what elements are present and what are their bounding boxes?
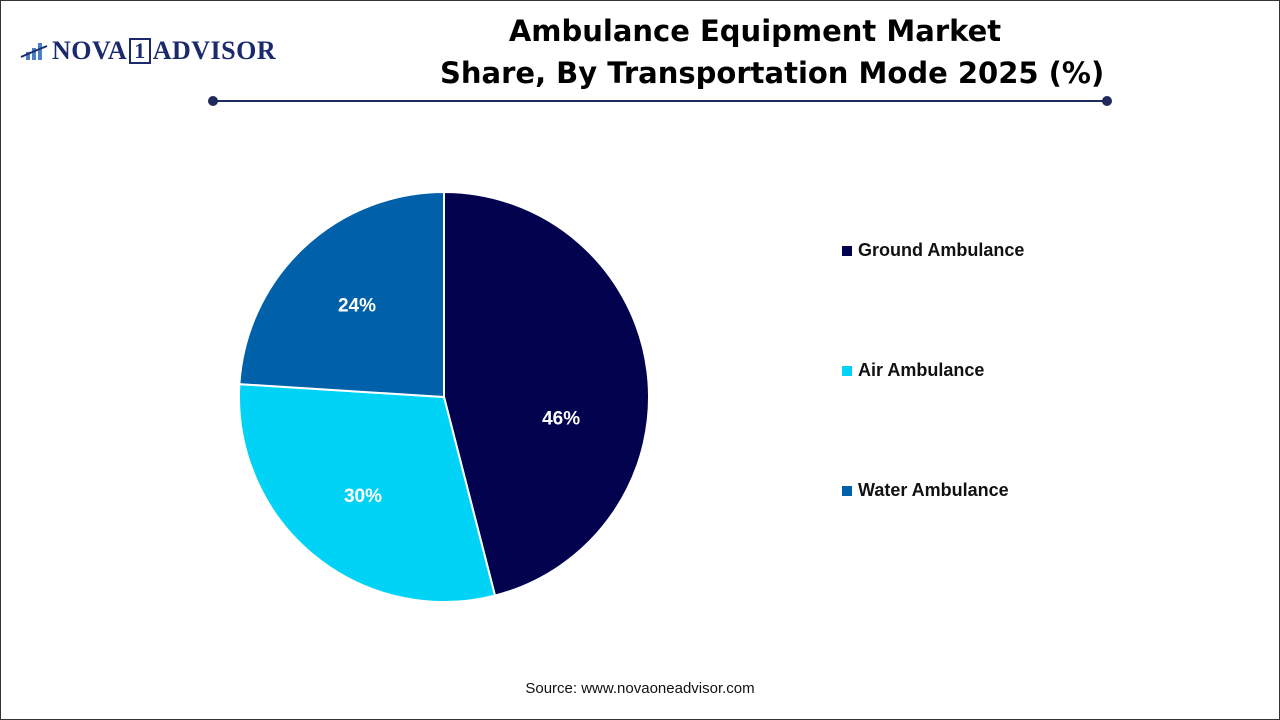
legend-item-water: Water Ambulance bbox=[842, 480, 1009, 501]
legend-swatch-air bbox=[842, 365, 852, 376]
pie-slice-air-ambulance bbox=[238, 383, 497, 603]
pie-slice-ground-ambulance bbox=[443, 190, 650, 597]
chart-title-line2: Share, By Transportation Mode 2025 (%) bbox=[440, 56, 1105, 90]
divider-right-dot bbox=[1102, 96, 1112, 106]
chart-title: Ambulance Equipment Market Share, By Tra… bbox=[440, 10, 1105, 94]
legend-item-air: Air Ambulance bbox=[842, 360, 984, 381]
legend-label-air: Air Ambulance bbox=[858, 360, 985, 380]
bar-chart-logo-icon bbox=[20, 43, 48, 60]
divider-left-dot bbox=[208, 96, 218, 106]
chart-title-line1: Ambulance Equipment Market bbox=[508, 14, 1002, 48]
data-label-air-ambulance: 30% bbox=[344, 486, 382, 507]
logo-text-nova: NOVA bbox=[52, 36, 128, 65]
source-note: Source: www.novaoneadvisor.com bbox=[525, 680, 755, 697]
data-label-water-ambulance: 24% bbox=[338, 295, 376, 316]
legend-item-ground: Ground Ambulance bbox=[842, 240, 1024, 261]
legend-label-water: Water Ambulance bbox=[858, 480, 1009, 500]
title-divider bbox=[213, 100, 1107, 102]
pie-slice-water-ambulance bbox=[238, 190, 445, 399]
logo-text-advisor: ADVISOR bbox=[152, 36, 277, 65]
legend-swatch-ground bbox=[842, 245, 852, 256]
nova-advisor-logo: NOVA 1 ADVISOR bbox=[20, 36, 276, 66]
logo-text-one: 1 bbox=[129, 38, 151, 64]
legend-swatch-water bbox=[842, 485, 852, 496]
legend-label-ground: Ground Ambulance bbox=[858, 240, 1025, 260]
data-label-ground-ambulance: 46% bbox=[542, 409, 580, 430]
